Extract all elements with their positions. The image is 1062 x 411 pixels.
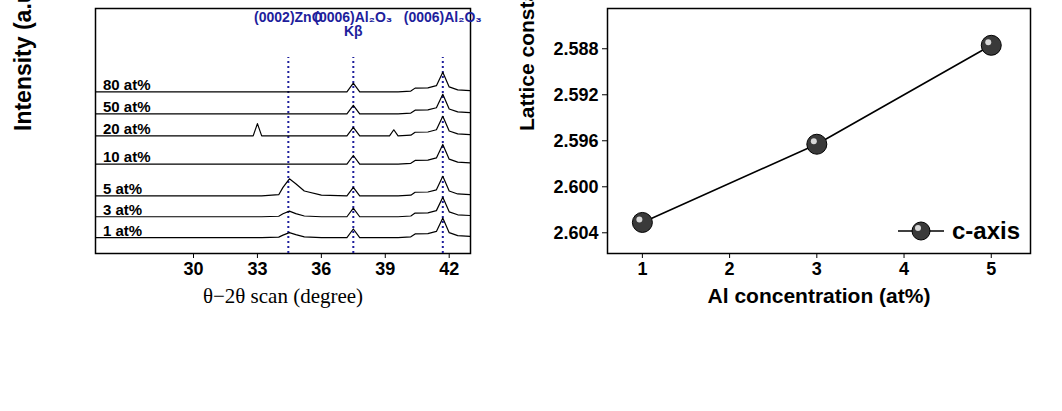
svg-text:39: 39 — [375, 259, 395, 279]
svg-text:80 at%: 80 at% — [103, 76, 151, 93]
svg-text:θ−2θ scan (degree): θ−2θ scan (degree) — [203, 284, 363, 308]
svg-text:30: 30 — [183, 259, 203, 279]
svg-text:5: 5 — [986, 259, 996, 279]
svg-text:50 at%: 50 at% — [103, 98, 151, 115]
svg-text:2.600: 2.600 — [553, 177, 598, 197]
svg-text:36: 36 — [311, 259, 331, 279]
svg-text:2.604: 2.604 — [553, 223, 598, 243]
svg-text:42: 42 — [439, 259, 459, 279]
svg-text:Al concentration (at%): Al concentration (at%) — [708, 284, 931, 307]
svg-text:(0006)Al₂O₃: (0006)Al₂O₃ — [404, 9, 482, 25]
svg-text:Intensity (a.u.): Intensity (a.u.) — [10, 0, 36, 131]
svg-text:2.596: 2.596 — [553, 131, 598, 151]
html-text:c-axis: c-axis — [951, 217, 1020, 244]
svg-text:Lattice constant (Å): Lattice constant (Å) — [515, 0, 538, 131]
svg-text:2.592: 2.592 — [553, 85, 598, 105]
svg-text:5 at%: 5 at% — [103, 180, 142, 197]
svg-text:20 at%: 20 at% — [103, 120, 151, 137]
svg-text:33: 33 — [247, 259, 267, 279]
svg-text:10 at%: 10 at% — [103, 148, 151, 165]
svg-text:2: 2 — [725, 259, 735, 279]
svg-text:2.588: 2.588 — [553, 39, 598, 59]
svg-text:3: 3 — [812, 259, 822, 279]
svg-text:(0002)ZnO: (0002)ZnO — [254, 9, 323, 25]
svg-text:4: 4 — [899, 259, 909, 279]
svg-text:3 at%: 3 at% — [103, 201, 142, 218]
svg-text:(0006)Al₂O₃Kβ: (0006)Al₂O₃Kβ — [314, 9, 392, 39]
svg-text:1 at%: 1 at% — [103, 222, 142, 239]
svg-text:1: 1 — [637, 259, 647, 279]
